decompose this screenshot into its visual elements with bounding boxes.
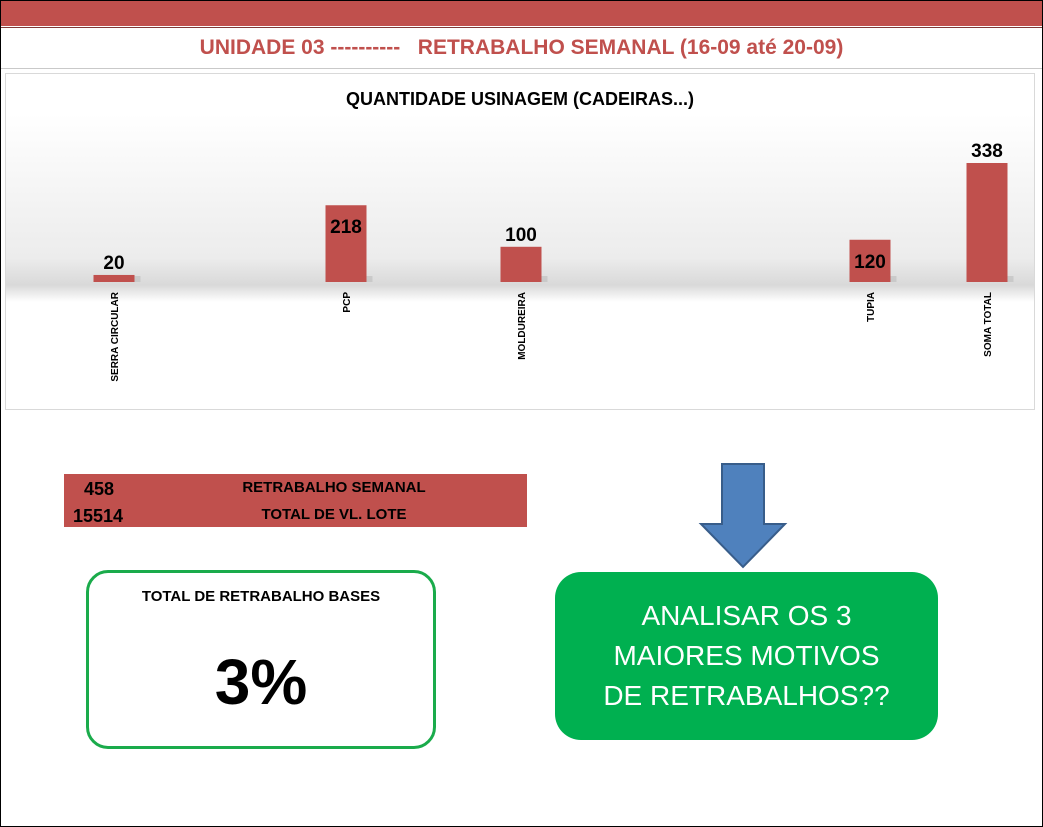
action-text: ANALISAR OS 3 MAIORES MOTIVOS DE RETRABA… [603, 600, 890, 711]
bar-soma-total [966, 163, 1008, 282]
data-label-soma-total: 338 [971, 141, 1003, 162]
kpi-value: 3% [214, 646, 308, 718]
tick-label-tupia: TUPIA [866, 292, 877, 322]
page-title: UNIDADE 03 ---------- RETRABALHO SEMANAL… [1, 27, 1042, 69]
chart-plot-area: 20 SERRA CIRCULAR 218 PCP 100 MOLDUREIRA 120 TU… [93, 141, 1014, 382]
chart-title: QUANTIDADE USINAGEM (CADEIRAS...) [345, 89, 694, 109]
bar-tupia [849, 239, 891, 282]
bar-serra-circular [93, 274, 135, 282]
data-label-serra-circular: 20 [103, 253, 124, 274]
lot-total-label: TOTAL DE VL. LOTE [261, 506, 407, 523]
tick-label-soma-total: SOMA TOTAL [983, 292, 994, 357]
lot-total-value: 15514 [73, 506, 124, 526]
top-banner [1, 1, 1042, 26]
bar-moldureira [500, 246, 542, 282]
tick-label-pcp: PCP [342, 292, 353, 313]
analyze-action-button[interactable]: ANALISAR OS 3 MAIORES MOTIVOS DE RETRABA… [555, 572, 938, 740]
down-arrow-icon [698, 463, 788, 569]
tick-label-moldureira: MOLDUREIRA [517, 292, 528, 360]
weekly-rework-label: RETRABALHO SEMANAL [242, 479, 426, 496]
bar-pcp [325, 205, 367, 282]
usinagem-chart: QUANTIDADE USINAGEM (CADEIRAS...) 20 SERR… [5, 73, 1035, 410]
rework-kpi-card: TOTAL DE RETRABALHO BASES 3% [86, 570, 436, 749]
weekly-rework-value: 458 [84, 479, 115, 499]
data-label-moldureira: 100 [505, 225, 537, 246]
kpi-label: TOTAL DE RETRABALHO BASES [141, 588, 381, 605]
data-label-pcp: 218 [330, 217, 362, 238]
data-label-tupia: 120 [854, 252, 886, 273]
tick-label-serra-circular: SERRA CIRCULAR [110, 291, 121, 381]
summary-panel: 458 RETRABALHO SEMANAL 15514 TOTAL DE VL… [64, 474, 527, 527]
